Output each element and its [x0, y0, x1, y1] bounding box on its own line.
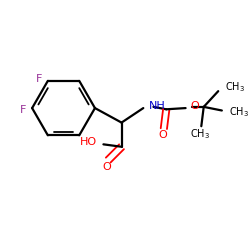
Text: HO: HO: [80, 138, 97, 147]
Text: F: F: [20, 105, 26, 115]
Text: NH: NH: [149, 101, 166, 111]
Text: O: O: [103, 162, 112, 172]
Text: F: F: [36, 74, 42, 84]
Text: CH$_3$: CH$_3$: [190, 127, 210, 141]
Text: CH$_3$: CH$_3$: [228, 106, 249, 119]
Text: O: O: [190, 101, 199, 111]
Text: O: O: [158, 130, 167, 140]
Text: CH$_3$: CH$_3$: [225, 80, 245, 94]
